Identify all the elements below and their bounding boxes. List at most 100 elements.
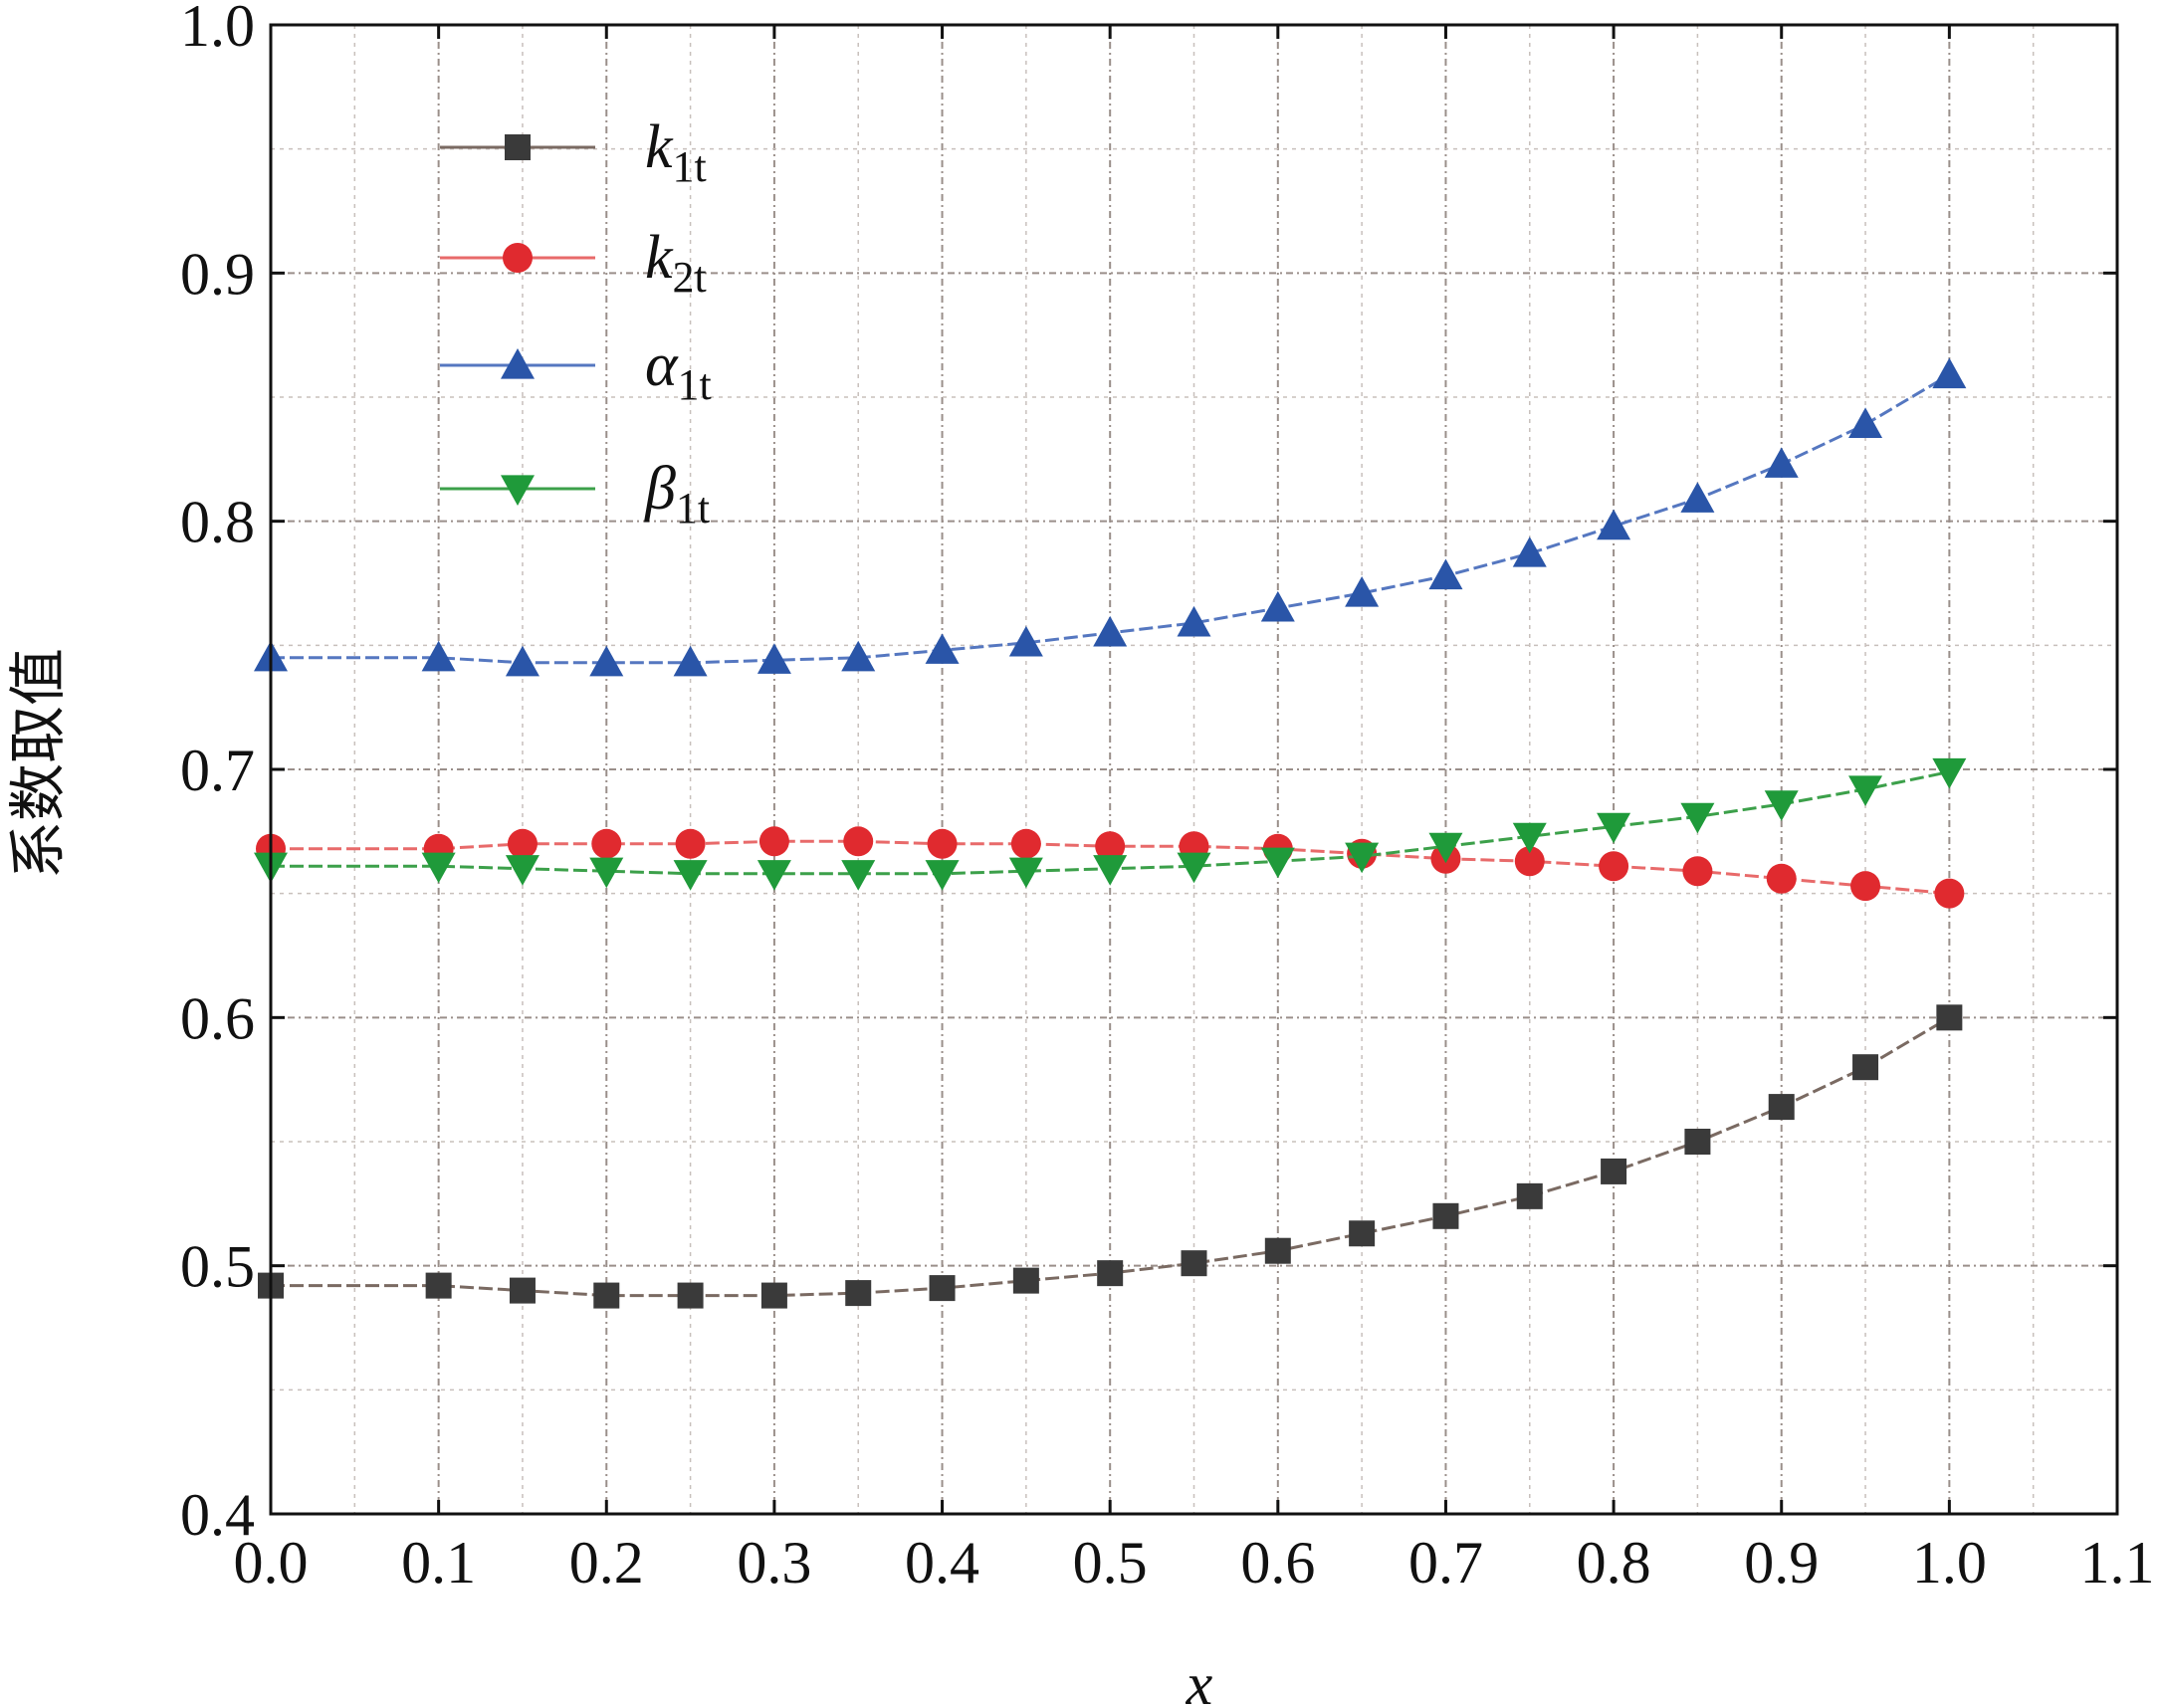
y-tick-label: 0.4 — [180, 1482, 255, 1548]
data-point — [1852, 1054, 1879, 1081]
data-point — [1516, 1182, 1543, 1209]
data-point — [1264, 1237, 1291, 1264]
data-point — [425, 1272, 452, 1299]
x-tick-label: 0.4 — [905, 1530, 979, 1596]
series-2 — [254, 357, 1967, 677]
data-point — [1432, 1202, 1459, 1229]
data-point — [1764, 790, 1799, 821]
data-point — [756, 643, 791, 674]
data-point — [675, 828, 706, 859]
data-point — [1008, 857, 1043, 889]
data-point — [1599, 851, 1629, 882]
data-point — [509, 1277, 536, 1304]
axis-ticks: 0.0 0.1 0.2 0.3 0.4 0.5 0.6 0.7 0.8 0.9 1.0 1.1 0.4 0… — [180, 0, 2155, 1596]
data-point — [1345, 575, 1380, 607]
data-point — [1512, 822, 1547, 854]
series-line — [271, 770, 1950, 876]
legend-marker — [501, 348, 535, 379]
y-tick-label: 0.9 — [180, 241, 255, 307]
x-tick-label: 0.5 — [1073, 1530, 1148, 1596]
data-point — [677, 1282, 704, 1309]
y-tick-label: 0.8 — [180, 490, 255, 555]
x-tick-label: 0.8 — [1577, 1530, 1651, 1596]
data-point — [1680, 802, 1715, 834]
legend-label: k2t — [645, 224, 707, 302]
data-point — [505, 855, 540, 886]
data-point — [1012, 1267, 1039, 1294]
series-group — [254, 357, 1967, 1309]
data-point — [1680, 482, 1715, 513]
grid — [271, 25, 2117, 1514]
y-tick-label: 0.5 — [180, 1234, 255, 1300]
x-tick-label: 1.1 — [2080, 1530, 2155, 1596]
data-point — [929, 1275, 956, 1302]
data-point — [589, 857, 624, 889]
x-tick-label: 0.9 — [1744, 1530, 1819, 1596]
x-tick-label: 0.6 — [1240, 1530, 1315, 1596]
data-point — [1936, 1004, 1963, 1031]
data-point — [1848, 407, 1883, 439]
data-point — [1512, 536, 1547, 567]
data-point — [756, 860, 791, 891]
y-axis-title: 系数取值 — [6, 648, 71, 879]
legend-label: α1t — [645, 331, 712, 409]
data-point — [591, 828, 622, 859]
data-point — [1932, 757, 1967, 789]
data-point — [925, 860, 960, 891]
x-tick-label: 0.7 — [1408, 1530, 1483, 1596]
data-point — [1093, 855, 1128, 886]
data-point — [1349, 1220, 1376, 1247]
data-point — [673, 860, 708, 891]
data-point — [845, 1280, 872, 1307]
data-point — [1010, 828, 1041, 859]
data-point — [505, 645, 540, 677]
x-tick-label: 0.0 — [234, 1530, 309, 1596]
data-point — [1601, 1158, 1627, 1184]
data-point — [1597, 812, 1631, 844]
legend-item-1: k2t — [440, 224, 707, 302]
data-point — [1597, 509, 1631, 540]
series-line — [271, 373, 1951, 665]
data-point — [1177, 605, 1211, 637]
legend-item-3: β1t — [440, 455, 710, 533]
data-point — [843, 826, 874, 857]
data-point — [1093, 615, 1128, 647]
series-3 — [254, 757, 1967, 891]
data-point — [1850, 871, 1881, 902]
data-point — [925, 633, 960, 664]
data-point — [593, 1282, 620, 1309]
data-point — [589, 645, 624, 677]
x-tick-label: 0.1 — [401, 1530, 476, 1596]
data-point — [1097, 1260, 1124, 1287]
legend-item-0: k1t — [440, 113, 707, 191]
data-point — [1095, 831, 1126, 862]
y-tick-label: 0.7 — [180, 738, 255, 803]
data-point — [1934, 878, 1965, 909]
data-point — [421, 852, 456, 884]
data-point — [1766, 863, 1797, 894]
legend-label: k1t — [645, 113, 707, 191]
data-point — [1684, 1129, 1711, 1155]
legend-item-2: α1t — [440, 331, 712, 409]
data-point — [1177, 852, 1211, 884]
data-point — [1428, 832, 1463, 864]
data-point — [1932, 357, 1967, 389]
data-point — [421, 640, 456, 672]
legend-marker — [505, 134, 531, 160]
series-0 — [258, 1004, 1963, 1309]
x-tick-label: 1.0 — [1912, 1530, 1987, 1596]
data-point — [841, 860, 876, 891]
y-tick-label: 0.6 — [180, 985, 255, 1051]
x-tick-label: 0.3 — [737, 1530, 811, 1596]
x-axis-title: x — [1186, 1651, 1213, 1708]
x-tick-label: 0.2 — [569, 1530, 644, 1596]
data-point — [673, 645, 708, 677]
data-point — [507, 828, 538, 859]
data-point — [1682, 856, 1713, 887]
data-point — [760, 1282, 787, 1309]
data-point — [758, 826, 789, 857]
series-line — [271, 1016, 1951, 1298]
data-point — [1260, 847, 1295, 879]
legend: k1t k2t α1t β1t — [440, 113, 712, 533]
data-point — [1008, 625, 1043, 657]
